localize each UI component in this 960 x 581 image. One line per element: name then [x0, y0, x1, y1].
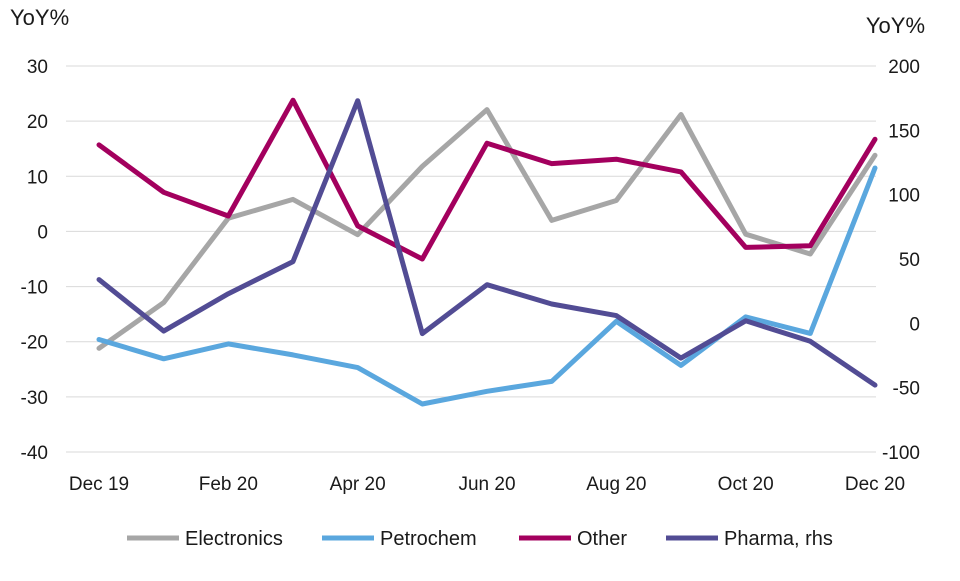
x-tick-label: Apr 20 [330, 474, 386, 495]
series-lines [96, 97, 878, 407]
left-tick-label: -40 [21, 443, 48, 464]
right-tick-label: 50 [899, 250, 920, 271]
right-axis-title: YoY% [866, 13, 925, 38]
legend-label: Petrochem [380, 528, 477, 550]
series-line-other [96, 97, 878, 262]
left-tick-label: 20 [27, 112, 48, 133]
right-tick-label: 100 [888, 186, 920, 207]
axes: YoY% YoY% 3020100-10-20-30-4020015010050… [10, 5, 925, 495]
left-axis-title: YoY% [10, 5, 69, 30]
x-tick-label: Aug 20 [586, 474, 646, 495]
x-tick-label: Feb 20 [199, 474, 258, 495]
left-tick-label: 10 [27, 167, 48, 188]
legend: Electronics Petrochem Other Pharma, rhs [127, 528, 833, 550]
x-tick-label: Dec 19 [69, 474, 129, 495]
right-tick-label: 0 [909, 314, 920, 335]
right-tick-label: -100 [882, 443, 920, 464]
legend-label: Electronics [185, 528, 283, 550]
x-tick-label: Jun 20 [458, 474, 515, 495]
series-line-petrochem [96, 165, 878, 407]
series-line-pharma-rhs [96, 98, 878, 388]
left-tick-label: 0 [37, 222, 48, 243]
left-tick-label: -20 [21, 333, 48, 354]
left-tick-label: -30 [21, 388, 48, 409]
right-tick-label: 150 [888, 121, 920, 142]
x-tick-label: Oct 20 [718, 474, 774, 495]
legend-label: Pharma, rhs [724, 528, 833, 550]
x-tick-label: Dec 20 [845, 474, 905, 495]
legend-label: Other [577, 528, 627, 550]
left-tick-label: 30 [27, 57, 48, 78]
right-tick-label: 200 [888, 57, 920, 78]
right-tick-label: -50 [893, 379, 920, 400]
left-tick-label: -10 [21, 278, 48, 299]
